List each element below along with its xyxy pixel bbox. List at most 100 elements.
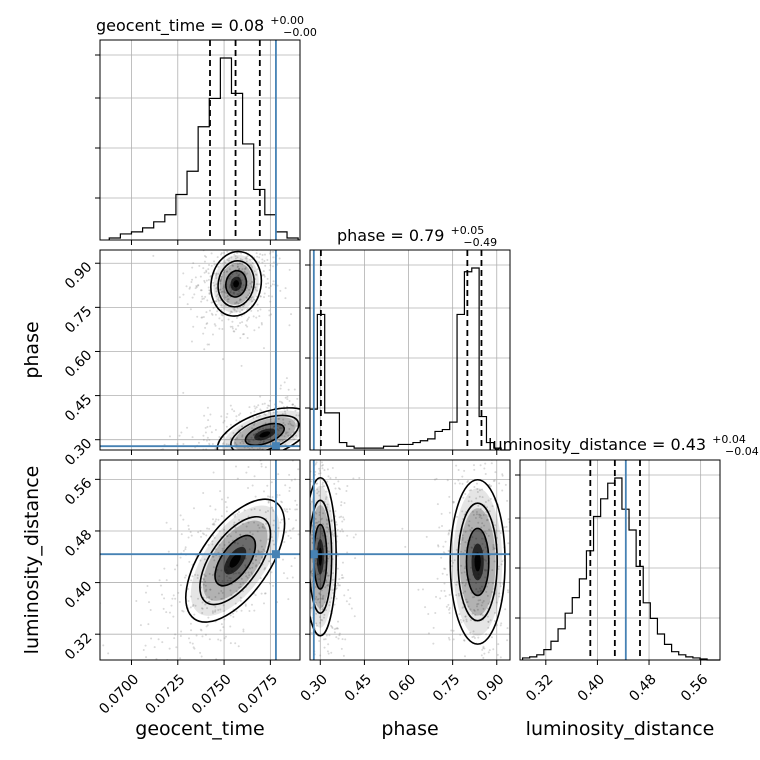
sample-point <box>237 572 240 575</box>
sample-point <box>270 313 273 316</box>
sample-point <box>241 289 244 292</box>
sample-point <box>211 442 214 445</box>
sample-point <box>456 515 459 518</box>
sample-point <box>286 409 289 412</box>
sample-point <box>251 295 254 298</box>
sample-point <box>242 630 245 633</box>
sample-point <box>281 427 284 430</box>
sample-point <box>461 510 464 513</box>
sample-point <box>482 647 485 650</box>
sample-point <box>469 631 472 634</box>
sample-point <box>491 410 493 412</box>
sample-point <box>449 662 451 664</box>
sample-point <box>522 544 524 546</box>
sample-point <box>225 416 228 419</box>
sample-point <box>464 419 466 421</box>
sample-point <box>471 596 474 599</box>
sample-point <box>201 607 204 610</box>
sample-point <box>228 257 231 260</box>
sample-point <box>222 626 225 629</box>
sample-point <box>467 524 470 527</box>
sample-point <box>499 582 502 585</box>
sample-point <box>213 461 215 463</box>
density-level <box>318 547 323 566</box>
sample-point <box>349 597 352 600</box>
sample-point <box>232 572 235 575</box>
sample-point <box>232 612 235 615</box>
sample-point <box>235 317 238 320</box>
sample-point <box>262 490 265 493</box>
sample-point <box>144 644 147 647</box>
sample-point <box>268 453 270 455</box>
sample-point <box>332 572 335 575</box>
sample-point <box>241 242 243 244</box>
sample-point <box>206 624 209 627</box>
histogram-luminosity-distance <box>521 477 720 661</box>
panel-frame <box>309 249 511 451</box>
sample-point <box>468 489 471 492</box>
sample-point <box>239 262 242 265</box>
sample-point <box>248 292 251 295</box>
sample-point <box>263 527 266 530</box>
sample-point <box>301 620 303 622</box>
sample-point <box>508 356 510 358</box>
sample-point <box>503 526 506 529</box>
sample-point <box>278 257 281 260</box>
x-tick-label-phase: 0.30 <box>298 671 331 704</box>
sample-point <box>326 396 328 398</box>
sample-point <box>178 296 181 299</box>
sample-point <box>294 508 297 511</box>
sample-point <box>159 476 161 478</box>
sample-point <box>481 601 484 604</box>
sample-point <box>337 480 340 483</box>
sample-point <box>252 456 254 458</box>
sample-point <box>217 298 220 301</box>
sample-point <box>285 377 288 380</box>
sample-point <box>313 451 315 453</box>
sample-point <box>338 516 341 519</box>
sample-point <box>225 270 228 273</box>
sample-point <box>238 262 241 265</box>
sample-point <box>225 292 228 295</box>
sample-point <box>469 661 471 663</box>
sample-point <box>142 670 144 672</box>
sample-point <box>250 571 253 574</box>
y-tick-label-luminosity-distance: 0.48 <box>62 527 95 560</box>
sample-point <box>249 234 251 236</box>
sample-point <box>261 455 263 457</box>
sample-point <box>477 602 480 605</box>
sample-point <box>232 431 235 434</box>
sample-point <box>468 578 471 581</box>
sample-point <box>208 572 211 575</box>
sample-point <box>231 327 234 330</box>
sample-point <box>477 504 480 507</box>
sample-point <box>241 544 244 547</box>
sample-point <box>251 427 254 430</box>
sample-point <box>354 533 357 536</box>
sample-point <box>314 517 317 520</box>
sample-point <box>318 420 320 422</box>
sample-point <box>487 715 489 717</box>
sample-point <box>211 611 214 614</box>
sample-point <box>237 274 240 277</box>
sample-point <box>208 309 211 312</box>
sample-point <box>481 648 484 651</box>
sample-point <box>310 572 313 575</box>
sample-point <box>155 454 157 456</box>
sample-point <box>469 528 472 531</box>
sample-point <box>234 302 237 305</box>
sample-point <box>214 495 216 497</box>
sample-point <box>445 605 448 608</box>
sample-point <box>251 484 254 487</box>
sample-point <box>469 608 472 611</box>
sample-point <box>220 471 222 473</box>
sample-point <box>219 608 222 611</box>
sample-point <box>295 508 298 511</box>
sample-point <box>234 441 237 444</box>
sample-point <box>495 529 498 532</box>
sample-point <box>460 621 463 624</box>
sample-point <box>506 499 509 502</box>
sample-point <box>325 518 328 521</box>
sample-point <box>331 467 334 470</box>
sample-point <box>205 269 208 272</box>
